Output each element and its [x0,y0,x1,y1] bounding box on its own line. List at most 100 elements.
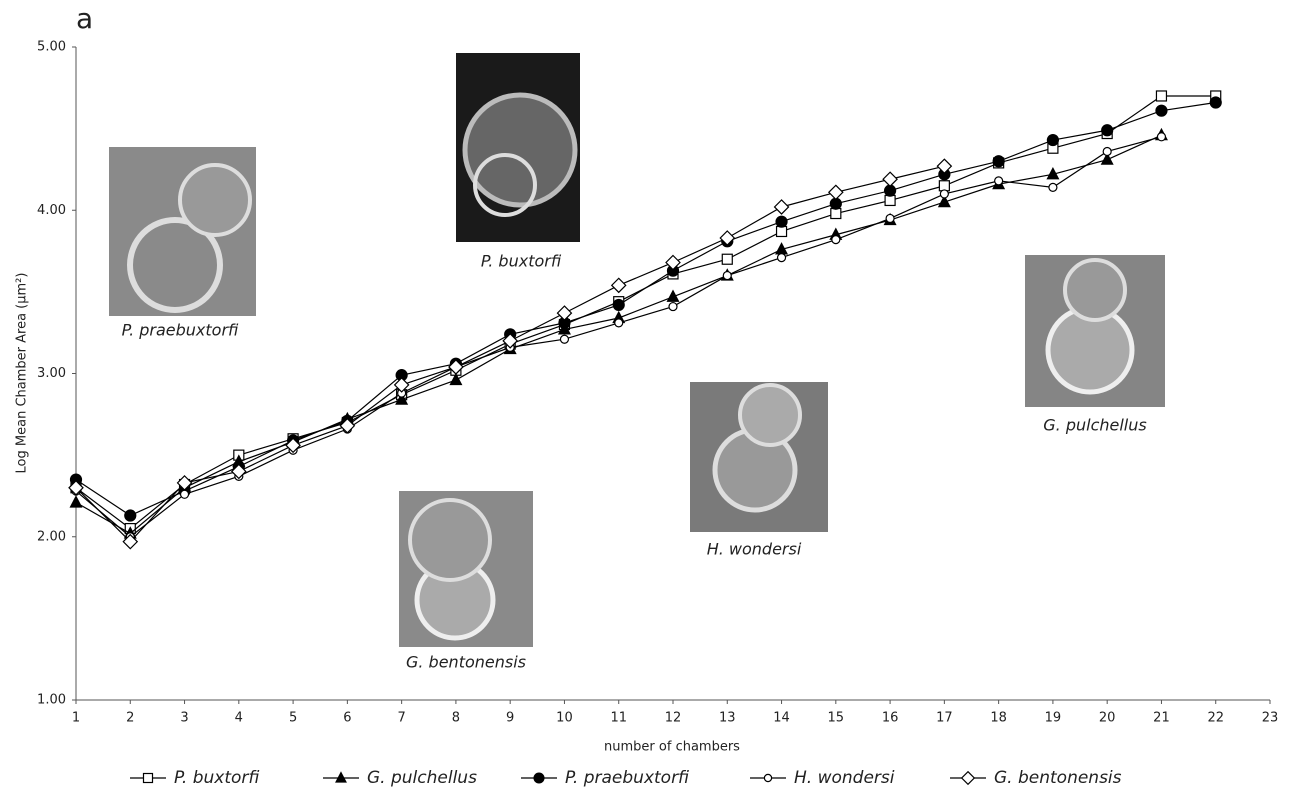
x-tick-label: 23 [1262,711,1279,726]
marker [285,437,301,454]
specimen-chamber [127,217,223,313]
x-tick-label: 5 [289,711,297,726]
x-tick-label: 17 [936,711,953,726]
x-tick-label: 7 [397,711,405,726]
x-axis-title: number of chambers [604,740,740,755]
x-tick-label: 18 [990,711,1007,726]
x-tick-label: 15 [828,711,845,726]
x-tick-label: 3 [180,711,188,726]
x-tick-label: 21 [1153,711,1170,726]
specimen-chamber [738,383,802,447]
x-tick-label: 13 [719,711,736,726]
legend-marker [960,770,976,786]
specimen-chamber [462,92,578,208]
marker [1155,104,1168,117]
marker [992,155,1005,168]
marker [68,479,84,496]
marker [994,176,1004,186]
marker [1209,96,1222,109]
marker [339,417,356,434]
marker [1048,182,1058,192]
legend-label: P. praebuxtorfi [565,768,689,788]
specimen-chamber [178,163,252,237]
marker [775,215,788,228]
marker [1101,124,1114,137]
marker [449,372,463,386]
marker [939,189,949,199]
legend-marker [763,773,773,783]
marker [1046,167,1060,180]
marker [176,475,193,491]
image-caption: G. pulchellus [1043,416,1146,435]
legend-marker [335,771,347,783]
marker [1046,133,1060,147]
marker [1102,146,1112,157]
legend-label: G. bentonensis [994,768,1122,788]
image-caption: P. praebuxtorfi [122,321,239,340]
marker [722,270,732,281]
y-tick-label: 2.00 [37,529,66,544]
marker [885,213,895,224]
legend-label: G. pulchellus [367,768,477,788]
marker [721,253,733,265]
x-tick-label: 8 [452,711,460,726]
y-tick-label: 3.00 [37,366,66,381]
marker [124,509,137,522]
marker [884,194,896,207]
x-tick-label: 19 [1045,711,1062,726]
marker [502,333,519,349]
marker [668,301,678,312]
x-tick-label: 14 [773,711,790,726]
marker [614,318,624,328]
x-tick-label: 9 [506,711,514,726]
x-tick-label: 2 [126,711,134,726]
series-line [75,101,1216,517]
image-caption: P. buxtorfi [481,252,562,271]
x-tick-label: 22 [1207,711,1224,726]
marker [830,207,842,220]
marker [666,289,680,302]
legend-marker [142,772,154,784]
marker [448,359,464,375]
marker [1155,90,1168,102]
marker [719,230,736,246]
marker [936,158,953,175]
marker [775,225,788,238]
marker [937,194,951,208]
marker [665,254,681,271]
x-tick-label: 1 [72,711,80,726]
panel-label: a [76,2,93,35]
specimen-chamber [1063,258,1127,322]
x-tick-label: 12 [665,711,682,726]
marker [827,184,844,201]
marker [1156,132,1167,142]
marker [69,495,83,508]
marker [882,171,898,188]
x-tick-label: 10 [556,711,573,726]
marker [179,489,190,499]
marker [395,392,409,405]
marker [122,533,139,550]
y-tick-label: 4.00 [37,203,66,218]
x-tick-label: 6 [343,711,351,726]
specimen-images [109,53,1165,647]
marker [831,235,841,245]
marker [559,334,570,344]
legend-label: P. buxtorfi [174,768,259,788]
y-tick-label: 1.00 [37,693,66,708]
marker [938,180,950,192]
marker [230,463,247,480]
marker [612,298,625,312]
y-tick-label: 5.00 [37,40,66,55]
specimen-chamber [408,498,492,582]
x-tick-label: 20 [1099,711,1116,726]
marker [610,277,627,294]
image-caption: H. wondersi [707,540,802,559]
marker [393,377,410,393]
legend-label: H. wondersi [794,768,895,788]
marker [773,199,790,215]
marker [556,305,573,321]
x-tick-label: 11 [610,711,627,726]
specimen-chamber [473,153,537,217]
image-caption: G. bentonensis [406,653,526,672]
